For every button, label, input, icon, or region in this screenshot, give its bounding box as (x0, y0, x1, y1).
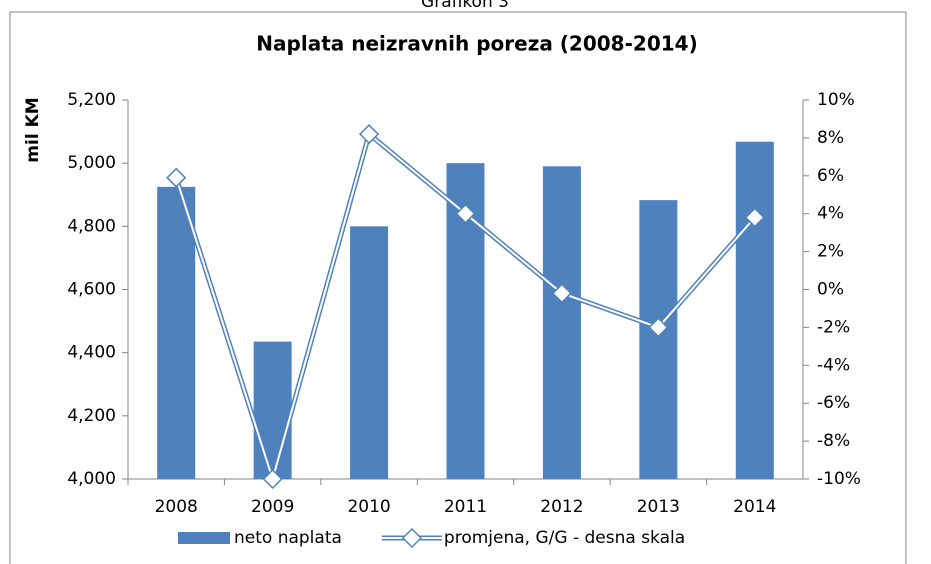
legend-label: neto naplata (234, 528, 342, 548)
legend-swatch (178, 532, 230, 544)
line-marker (648, 317, 669, 338)
y2-tick-label: -4% (817, 355, 850, 375)
y2-tick-label: 6% (817, 166, 844, 186)
y-tick-label: 5,000 (67, 153, 116, 173)
y2-tick-label: 2% (817, 242, 844, 262)
y2-tick-label: -8% (817, 431, 850, 451)
bar (735, 141, 774, 479)
x-tick-label: 2014 (733, 497, 776, 517)
x-tick-label: 2008 (155, 497, 198, 517)
line-marker (551, 283, 572, 304)
chart-title: Naplata neizravnih poreza (2008-2014) (256, 32, 697, 56)
chart-frame (9, 11, 907, 564)
y2-tick-label: 10% (817, 90, 855, 110)
y-tick-label: 4,800 (67, 216, 116, 236)
y-tick-label: 4,400 (67, 343, 116, 363)
x-tick-label: 2012 (540, 497, 583, 517)
line-marker (455, 203, 476, 224)
y2-tick-label: -2% (817, 317, 850, 337)
y2-tick-label: -10% (817, 469, 861, 489)
y-axis-label: mil KM (23, 97, 43, 162)
y2-tick-label: 8% (817, 128, 844, 148)
x-tick-label: 2013 (637, 497, 680, 517)
legend-label: promjena, G/G - desna skala (444, 528, 685, 548)
bar (253, 341, 292, 479)
y-tick-label: 4,000 (67, 469, 116, 489)
y2-tick-label: 0% (817, 280, 844, 300)
y2-tick-label: -6% (817, 393, 850, 413)
bar (639, 200, 678, 479)
caption: Grafikon 3 (421, 0, 509, 12)
bar (542, 166, 581, 479)
line-marker (262, 468, 283, 490)
line-marker (744, 207, 765, 228)
bar (157, 186, 196, 479)
y-tick-label: 4,600 (67, 280, 116, 300)
x-tick-label: 2010 (347, 497, 390, 517)
bar (350, 226, 389, 479)
line-marker (359, 124, 380, 145)
x-tick-label: 2009 (251, 497, 294, 517)
x-tick-label: 2011 (444, 497, 487, 517)
y-tick-label: 4,200 (67, 406, 116, 426)
line-marker (166, 167, 187, 188)
y-tick-label: 5,200 (67, 90, 116, 110)
y2-tick-label: 4% (817, 204, 844, 224)
legend-marker (401, 527, 422, 549)
